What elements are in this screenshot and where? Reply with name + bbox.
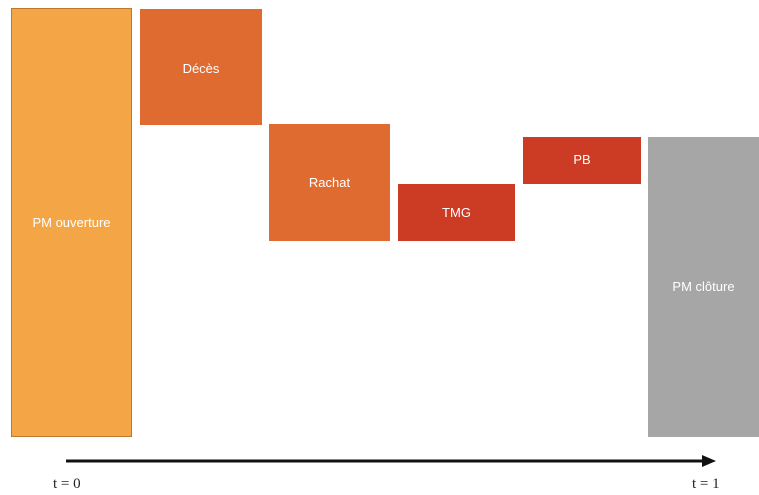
pm-cloture-block: PM clôture xyxy=(648,137,759,437)
rachat-block: Rachat xyxy=(269,124,390,241)
pb-label: PB xyxy=(573,152,591,167)
tmg-label: TMG xyxy=(442,205,471,220)
timeline-end-label: t = 1 xyxy=(692,476,720,492)
pm-ouverture-block: PM ouverture xyxy=(11,8,132,437)
deces-block: Décès xyxy=(140,9,262,125)
tmg-block: TMG xyxy=(398,184,515,241)
pb-block: PB xyxy=(523,137,641,184)
timeline-arrow xyxy=(66,455,716,467)
pm-cloture-label: PM clôture xyxy=(672,279,735,294)
rachat-label: Rachat xyxy=(308,175,351,190)
arrowhead-icon xyxy=(702,455,716,467)
deces-label: Décès xyxy=(182,61,220,76)
timeline-start-label: t = 0 xyxy=(53,476,81,492)
pm-ouverture-label: PM ouverture xyxy=(32,215,111,230)
